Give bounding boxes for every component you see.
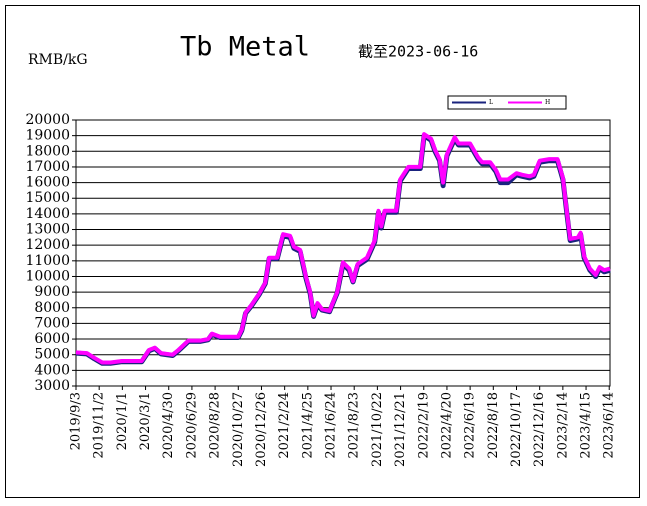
x-tick-label: 2020/12/26 [254,392,269,467]
y-tick-label: 4000 [34,362,70,378]
x-tick-label: 2019/11/2 [92,392,107,459]
x-tick-label: 2022/6/19 [463,392,478,459]
legend-box [447,95,567,110]
y-tick-label: 13000 [25,222,70,238]
y-axis-label: RMB/kG [28,52,88,68]
x-tick-label: 2023/2/14 [555,392,570,459]
x-tick-label: 2021/6/24 [324,392,339,459]
y-tick-label: 14000 [25,206,70,222]
x-tick-label: 2023/4/15 [579,392,594,459]
y-tick-label: 6000 [34,331,70,347]
y-tick-label: 5000 [34,347,70,363]
series-line [75,132,611,365]
x-tick-label: 2020/6/29 [184,392,199,459]
x-tick-label: 2022/4/20 [439,392,454,459]
plot-area [75,119,611,387]
x-tick-label: 2020/1/1 [115,392,130,450]
x-tick-label: 2021/2/24 [277,392,292,459]
x-tick-label: 2021/4/25 [300,392,315,459]
x-tick-label: 2021/8/23 [347,392,362,459]
subtitle: 截至2023-06-16 [358,43,478,61]
x-tick-label: 2022/8/18 [486,392,501,459]
legend-label: H [545,99,550,106]
x-tick-label: 2019/9/3 [69,392,84,450]
x-tick-label: 2020/3/1 [138,392,153,450]
x-tick-label: 2020/10/27 [231,392,246,467]
y-tick-label: 7000 [34,315,70,331]
y-tick-label: 9000 [34,284,70,300]
x-tick-label: 2021/10/22 [370,392,385,467]
series-line [75,133,611,366]
y-tick-label: 17000 [25,159,70,175]
y-tick-label: 8000 [34,300,70,316]
legend-label: L [489,99,493,106]
x-tick-label: 2020/8/28 [208,392,223,459]
chart-title: Tb Metal [180,32,310,63]
x-tick-label: 2022/10/17 [509,392,524,467]
y-tick-label: 20000 [25,112,70,128]
y-tick-label: 11000 [25,253,70,269]
y-tick-label: 12000 [25,237,70,253]
x-tick-label: 2022/2/19 [416,392,431,459]
y-tick-label: 10000 [25,268,70,284]
x-tick-label: 2022/12/16 [532,392,547,467]
x-tick-label: 2021/12/21 [393,392,408,467]
y-tick-label: 18000 [25,143,70,159]
frame [5,5,640,498]
x-tick-label: 2020/4/30 [161,392,176,459]
y-tick-label: 3000 [34,378,70,394]
x-tick-label: 2023/6/14 [602,392,617,459]
y-tick-label: 16000 [25,175,70,191]
y-tick-label: 15000 [25,190,70,206]
y-tick-label: 19000 [25,128,70,144]
